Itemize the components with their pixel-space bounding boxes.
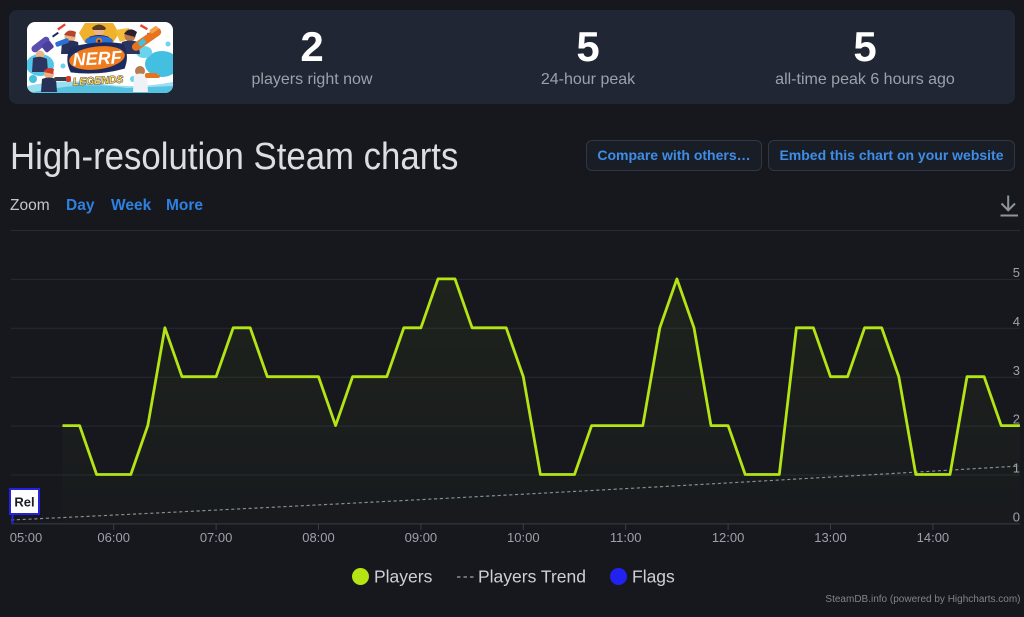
svg-text:2: 2 xyxy=(1013,412,1020,427)
svg-text:06:00: 06:00 xyxy=(97,530,130,545)
svg-text:5: 5 xyxy=(1013,265,1020,280)
svg-text:SteamDB.info (powered by Highc: SteamDB.info (powered by Highcharts.com) xyxy=(825,594,1020,605)
svg-text:12:00: 12:00 xyxy=(712,530,745,545)
svg-text:3: 3 xyxy=(1013,363,1020,378)
svg-text:05:00: 05:00 xyxy=(10,530,43,545)
svg-text:4: 4 xyxy=(1013,314,1020,329)
svg-text:NERF: NERF xyxy=(72,47,123,70)
svg-text:13:00: 13:00 xyxy=(814,530,847,545)
svg-text:Rel: Rel xyxy=(14,495,34,510)
svg-text:11:00: 11:00 xyxy=(610,530,642,545)
svg-text:07:00: 07:00 xyxy=(200,530,233,545)
svg-text:Flags: Flags xyxy=(632,567,675,587)
svg-text:Players Trend: Players Trend xyxy=(478,567,586,587)
svg-text:Players: Players xyxy=(374,567,433,587)
svg-text:14:00: 14:00 xyxy=(917,530,950,545)
svg-text:09:00: 09:00 xyxy=(405,530,438,545)
svg-text:LEGENDS: LEGENDS xyxy=(72,74,123,89)
svg-text:10:00: 10:00 xyxy=(507,530,540,545)
svg-text:08:00: 08:00 xyxy=(302,530,335,545)
